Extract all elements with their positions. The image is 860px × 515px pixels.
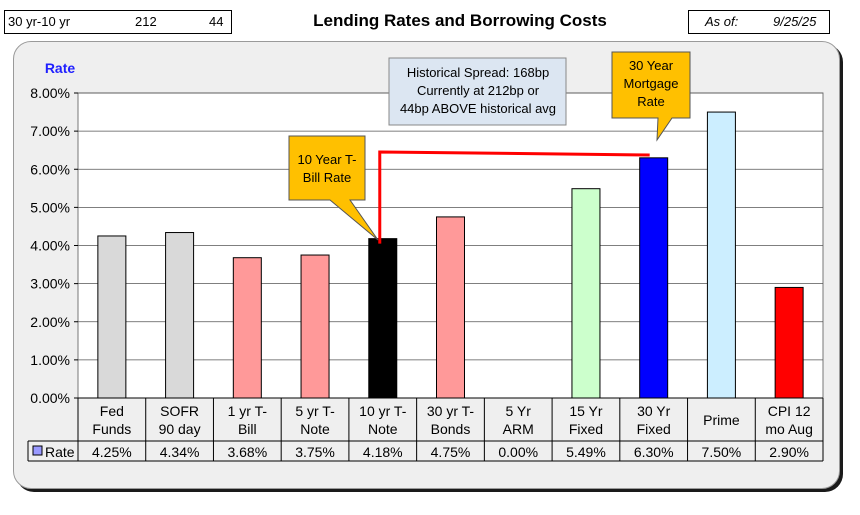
asof-label: As of: <box>705 14 739 29</box>
x-tick-label: 5 yr T- <box>295 403 335 419</box>
data-label: 4.18% <box>363 444 403 460</box>
callout-10yr-text: Bill Rate <box>303 170 351 185</box>
callout-30yr-text: Mortgage <box>624 76 679 91</box>
bar <box>706 111 736 399</box>
bar <box>571 188 601 399</box>
x-tick-label: Bill <box>238 421 257 437</box>
y-tick-label: 6.00% <box>30 161 70 177</box>
data-label: 3.75% <box>295 444 335 460</box>
x-tick-label: Funds <box>92 421 131 437</box>
y-tick-label: 4.00% <box>30 238 70 254</box>
callout-30yr <box>611 51 691 142</box>
asof-date: 9/25/25 <box>773 14 817 29</box>
x-tick-label: 5 Yr <box>506 403 532 419</box>
x-tick-label: Fixed <box>637 421 671 437</box>
bar <box>436 216 465 399</box>
spread-value: 212 <box>135 14 157 29</box>
x-tick-label: Fed <box>100 403 124 419</box>
bar <box>368 238 398 399</box>
y-axis-label: Rate <box>45 60 76 76</box>
x-tick-label: 1 yr T- <box>228 403 268 419</box>
legend-swatch <box>32 445 43 456</box>
y-tick-label: 1.00% <box>30 352 70 368</box>
x-tick-label: Note <box>368 421 398 437</box>
x-tick-label: 30 Yr <box>637 403 671 419</box>
bar <box>232 257 262 399</box>
y-tick-label: 7.00% <box>30 123 70 139</box>
x-tick-label: ARM <box>503 421 534 437</box>
spread-label: 30 yr-10 yr <box>8 14 71 29</box>
asof-box: As of: 9/25/25 <box>688 10 830 34</box>
spread-summary-box: 30 yr-10 yr 212 44 <box>4 10 232 34</box>
y-tick-label: 3.00% <box>30 276 70 292</box>
spread-info-text: Currently at 212bp or <box>417 83 540 98</box>
data-label: 3.68% <box>227 444 267 460</box>
data-label: 7.50% <box>702 444 742 460</box>
x-tick-label: 15 Yr <box>569 403 603 419</box>
y-tick-label: 0.00% <box>30 390 70 406</box>
y-tick-label: 2.00% <box>30 314 70 330</box>
x-tick-label: Fixed <box>569 421 603 437</box>
callout-30yr-text: 30 Year <box>629 58 674 73</box>
data-label: 4.75% <box>431 444 471 460</box>
x-tick-label: mo Aug <box>765 421 812 437</box>
data-label: 2.90% <box>769 444 809 460</box>
x-tick-label: Bonds <box>431 421 471 437</box>
x-tick-label: 30 yr T- <box>427 403 475 419</box>
x-tick-label: CPI 12 <box>768 403 811 419</box>
y-tick-label: 5.00% <box>30 199 70 215</box>
x-tick-label: 90 day <box>159 421 201 437</box>
spread-info-box <box>388 57 567 126</box>
legend-label: Rate <box>45 444 75 460</box>
bar <box>639 157 669 399</box>
x-tick-label: SOFR <box>160 403 199 419</box>
spread-info-text: Historical Spread: 168bp <box>407 65 549 80</box>
bar <box>300 254 330 399</box>
spread-connector-line <box>378 150 650 244</box>
data-label: 4.34% <box>160 444 200 460</box>
callout-10yr <box>288 135 379 241</box>
bar <box>774 286 804 399</box>
x-tick-label: Note <box>300 421 330 437</box>
bar <box>165 232 195 399</box>
data-label: 0.00% <box>498 444 538 460</box>
callout-30yr-text: Rate <box>637 94 664 109</box>
x-tick-label: Prime <box>703 412 740 428</box>
y-tick-label: 8.00% <box>30 85 70 101</box>
data-label: 4.25% <box>92 444 132 460</box>
spread-info-text: 44bp ABOVE historical avg <box>400 101 556 116</box>
data-label: 5.49% <box>566 444 606 460</box>
bar <box>97 235 127 399</box>
callout-10yr-text: 10 Year T- <box>297 152 356 167</box>
data-label: 6.30% <box>634 444 674 460</box>
chart-title: Lending Rates and Borrowing Costs <box>313 11 607 30</box>
spread-diff: 44 <box>209 14 224 29</box>
x-tick-label: 10 yr T- <box>359 403 407 419</box>
